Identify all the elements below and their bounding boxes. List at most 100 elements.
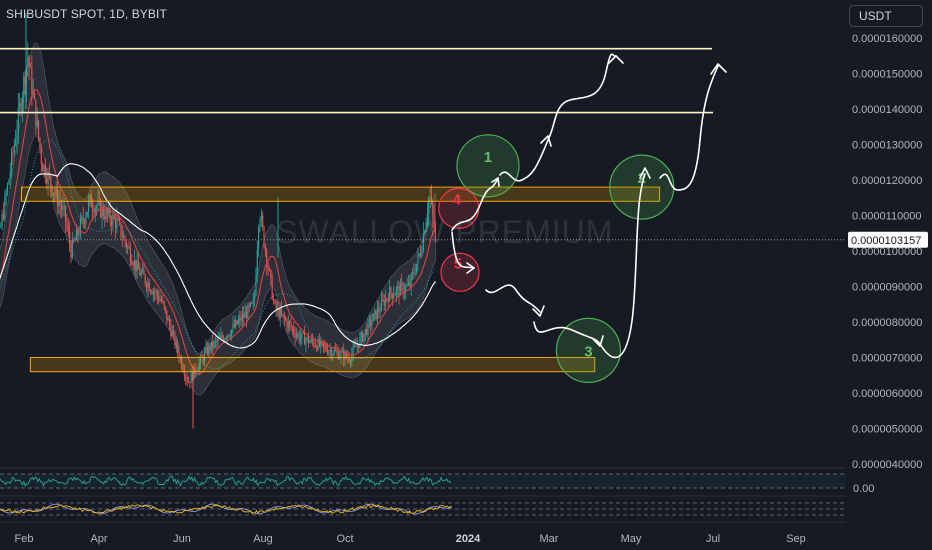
candle <box>302 332 304 334</box>
scenario-arrow-path <box>533 321 601 345</box>
scenario-arrowhead <box>592 335 604 347</box>
candle <box>167 318 169 321</box>
candle <box>119 219 121 223</box>
candle <box>310 338 312 342</box>
candle <box>63 205 65 207</box>
rsi-value-label: 0.00 <box>853 483 874 495</box>
scenario-circle[interactable] <box>555 317 622 383</box>
candle <box>390 287 392 294</box>
price-tick-label: 0.0000050000 <box>852 424 922 436</box>
candle <box>160 299 162 302</box>
scenario-arrow-path <box>499 139 549 182</box>
candle <box>127 246 129 248</box>
price-zone[interactable] <box>29 357 596 373</box>
candle <box>102 206 104 216</box>
candle <box>113 215 115 219</box>
candle <box>386 298 388 299</box>
candle <box>106 208 108 214</box>
currency-button[interactable]: USDT <box>849 5 923 27</box>
candle <box>154 291 156 293</box>
candle <box>70 244 72 258</box>
candle <box>425 221 427 232</box>
candle <box>357 345 360 348</box>
candle <box>314 346 316 348</box>
candle <box>433 215 435 228</box>
candle <box>245 311 248 319</box>
candle <box>395 288 397 295</box>
candle <box>13 144 15 153</box>
candle <box>28 56 30 67</box>
price-tick-label: 0.0000140000 <box>852 104 922 116</box>
price-tick-label: 0.0000070000 <box>852 353 922 365</box>
candle <box>397 286 399 289</box>
price-zone[interactable] <box>20 186 661 202</box>
candle <box>417 254 419 264</box>
candle <box>67 227 69 232</box>
candle <box>38 120 40 138</box>
candle <box>289 321 291 324</box>
candle <box>186 378 188 383</box>
candle <box>278 307 280 319</box>
candle <box>362 332 364 342</box>
candle <box>267 265 269 269</box>
candle <box>87 201 90 212</box>
candle <box>69 231 71 245</box>
candle <box>2 214 5 219</box>
candle <box>19 103 21 108</box>
candle <box>75 229 77 241</box>
candle <box>298 333 300 341</box>
candle <box>55 188 57 194</box>
candle <box>77 229 79 236</box>
candle <box>208 345 210 354</box>
price-tick-label: 0.0000150000 <box>852 69 922 81</box>
candle <box>136 261 138 271</box>
candle <box>227 335 229 339</box>
candle <box>58 201 60 206</box>
candle <box>297 333 299 335</box>
candle <box>15 140 17 145</box>
candle <box>92 207 94 211</box>
candle <box>206 346 208 354</box>
price-tick-label: 0.0000120000 <box>852 175 922 187</box>
candle <box>114 218 117 228</box>
candle <box>329 350 331 352</box>
candle <box>210 341 212 351</box>
candle <box>73 239 75 242</box>
candle <box>283 314 285 319</box>
candle <box>420 253 422 256</box>
candle <box>12 152 14 154</box>
candle <box>52 193 54 195</box>
candle <box>341 350 343 352</box>
candle <box>372 313 374 322</box>
candle <box>326 350 329 354</box>
candle <box>204 351 206 361</box>
candle <box>328 351 330 354</box>
scenario-circle[interactable] <box>456 134 520 198</box>
scenario-circle[interactable] <box>440 252 480 292</box>
candle <box>225 338 227 340</box>
candle <box>175 341 177 346</box>
candle <box>163 301 165 307</box>
scenario-label: 4 <box>453 191 462 208</box>
candle <box>187 382 189 384</box>
candle <box>262 215 264 227</box>
candle <box>50 175 52 186</box>
candle <box>181 357 183 368</box>
candle <box>266 250 268 266</box>
time-tick-label: May <box>621 533 642 545</box>
candle <box>166 310 168 321</box>
candle <box>21 97 23 111</box>
candle <box>236 320 238 325</box>
candle <box>8 179 10 185</box>
candle <box>389 287 391 302</box>
candle <box>174 332 176 346</box>
candle <box>132 264 134 266</box>
candle <box>201 356 203 358</box>
scenario-arrowhead <box>639 167 651 179</box>
candle <box>247 305 249 319</box>
price-tick-label: 0.0000060000 <box>852 388 922 400</box>
candle <box>148 282 150 291</box>
candle <box>20 103 22 111</box>
